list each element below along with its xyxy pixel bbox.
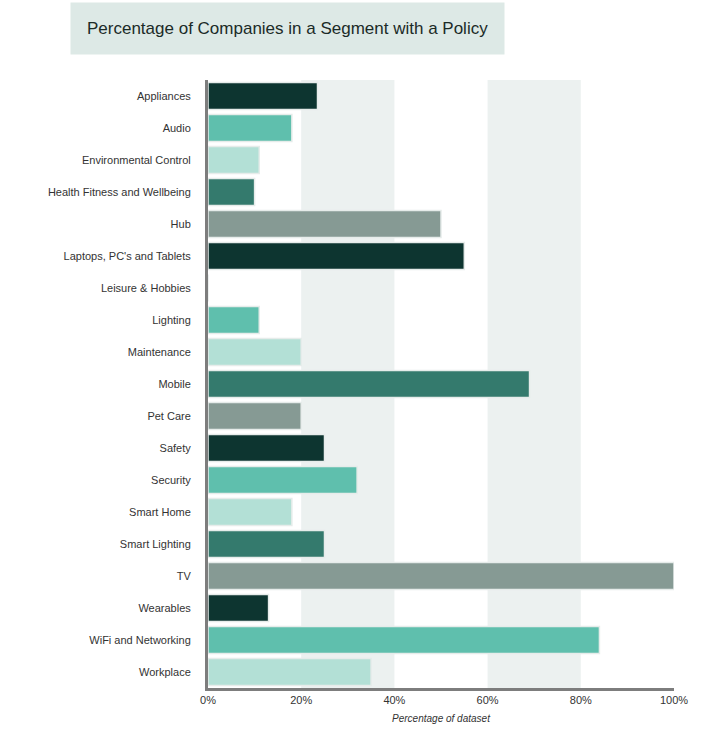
svg-text:0%: 0% xyxy=(200,694,216,706)
svg-text:Appliances: Appliances xyxy=(137,90,191,102)
svg-text:Workplace: Workplace xyxy=(139,666,191,678)
svg-text:Smart Lighting: Smart Lighting xyxy=(120,538,191,550)
svg-text:Pet Care: Pet Care xyxy=(147,410,190,422)
svg-text:Lighting: Lighting xyxy=(152,314,191,326)
svg-text:Mobile: Mobile xyxy=(158,378,190,390)
svg-text:Leisure & Hobbies: Leisure & Hobbies xyxy=(101,282,191,294)
svg-text:40%: 40% xyxy=(383,694,405,706)
svg-text:Environmental Control: Environmental Control xyxy=(82,154,191,166)
svg-text:Hub: Hub xyxy=(171,218,191,230)
svg-text:20%: 20% xyxy=(290,694,312,706)
svg-text:60%: 60% xyxy=(477,694,499,706)
svg-text:Percentage of dataset: Percentage of dataset xyxy=(392,713,491,724)
svg-text:Health Fitness and Wellbeing: Health Fitness and Wellbeing xyxy=(48,186,191,198)
svg-text:80%: 80% xyxy=(570,694,592,706)
svg-text:TV: TV xyxy=(177,570,192,582)
svg-text:Percentage of Companies in a S: Percentage of Companies in a Segment wit… xyxy=(87,19,488,38)
svg-text:Wearables: Wearables xyxy=(138,602,191,614)
svg-text:Security: Security xyxy=(151,474,191,486)
svg-text:Smart Home: Smart Home xyxy=(129,506,191,518)
svg-text:Audio: Audio xyxy=(163,122,191,134)
svg-text:100%: 100% xyxy=(660,694,688,706)
svg-text:WiFi and Networking: WiFi and Networking xyxy=(89,634,190,646)
svg-text:Safety: Safety xyxy=(160,442,192,454)
svg-text:Laptops, PC's and Tablets: Laptops, PC's and Tablets xyxy=(64,250,192,262)
svg-text:Maintenance: Maintenance xyxy=(128,346,191,358)
